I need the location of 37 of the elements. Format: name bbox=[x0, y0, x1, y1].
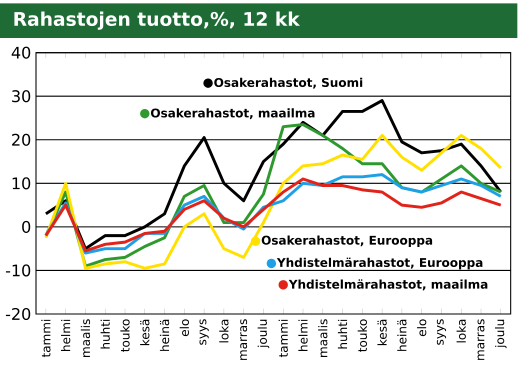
legend-label: Yhdistelmärahastot, maailma bbox=[288, 279, 488, 290]
x-tick-label: touko bbox=[358, 319, 367, 352]
y-tick-label: 0 bbox=[22, 220, 30, 233]
x-tick-label: kesä bbox=[377, 320, 387, 346]
x-tick-label: loka bbox=[219, 320, 229, 342]
x-tick-label: joulu bbox=[494, 320, 507, 348]
x-tick-label: tammi bbox=[41, 320, 51, 358]
legend-label: Osakerahastot, maailma bbox=[150, 108, 314, 120]
x-tick-label: touko bbox=[120, 319, 130, 352]
y-tick-label: 10 bbox=[12, 177, 30, 190]
x-tick-label: joulu bbox=[258, 320, 270, 348]
y-tick-label: 20 bbox=[12, 134, 30, 146]
x-tick-label: syys bbox=[436, 319, 446, 345]
chart-title: Rahastojen tuotto,%, 12 kk bbox=[14, 12, 300, 30]
x-tick-label: huhti bbox=[100, 320, 110, 348]
x-tick-label: maalis bbox=[80, 319, 90, 357]
x-tick-label: kesä bbox=[140, 320, 150, 346]
x-tick-label: tammi bbox=[278, 320, 288, 358]
x-tick-label: heinä bbox=[397, 320, 407, 351]
x-tick-label: huhti bbox=[338, 320, 348, 348]
y-tick-label: -20 bbox=[6, 308, 30, 320]
x-tick-label: elo bbox=[180, 319, 189, 336]
x-tick-label: helmi bbox=[61, 320, 70, 351]
y-tick-label: 30 bbox=[12, 90, 30, 102]
y-tick-label: -10 bbox=[6, 264, 30, 276]
x-tick-label: elo bbox=[417, 319, 426, 336]
x-tick-label: syys bbox=[200, 319, 209, 345]
y-tick-label: 40 bbox=[12, 46, 30, 59]
legend-label: Osakerahastot, Suomi bbox=[214, 78, 362, 89]
x-tick-label: loka bbox=[456, 320, 466, 342]
x-tick-label: marras bbox=[478, 319, 484, 360]
x-tick-label: maalis bbox=[318, 319, 328, 357]
x-tick-label: helmi bbox=[298, 320, 308, 351]
legend-label: Yhdistelmärahastot, Eurooppa bbox=[276, 258, 482, 270]
x-tick-label: marras bbox=[240, 319, 248, 360]
x-tick-label: heinä bbox=[160, 320, 170, 351]
legend-label: Osakerahastot, Eurooppa bbox=[262, 235, 432, 248]
